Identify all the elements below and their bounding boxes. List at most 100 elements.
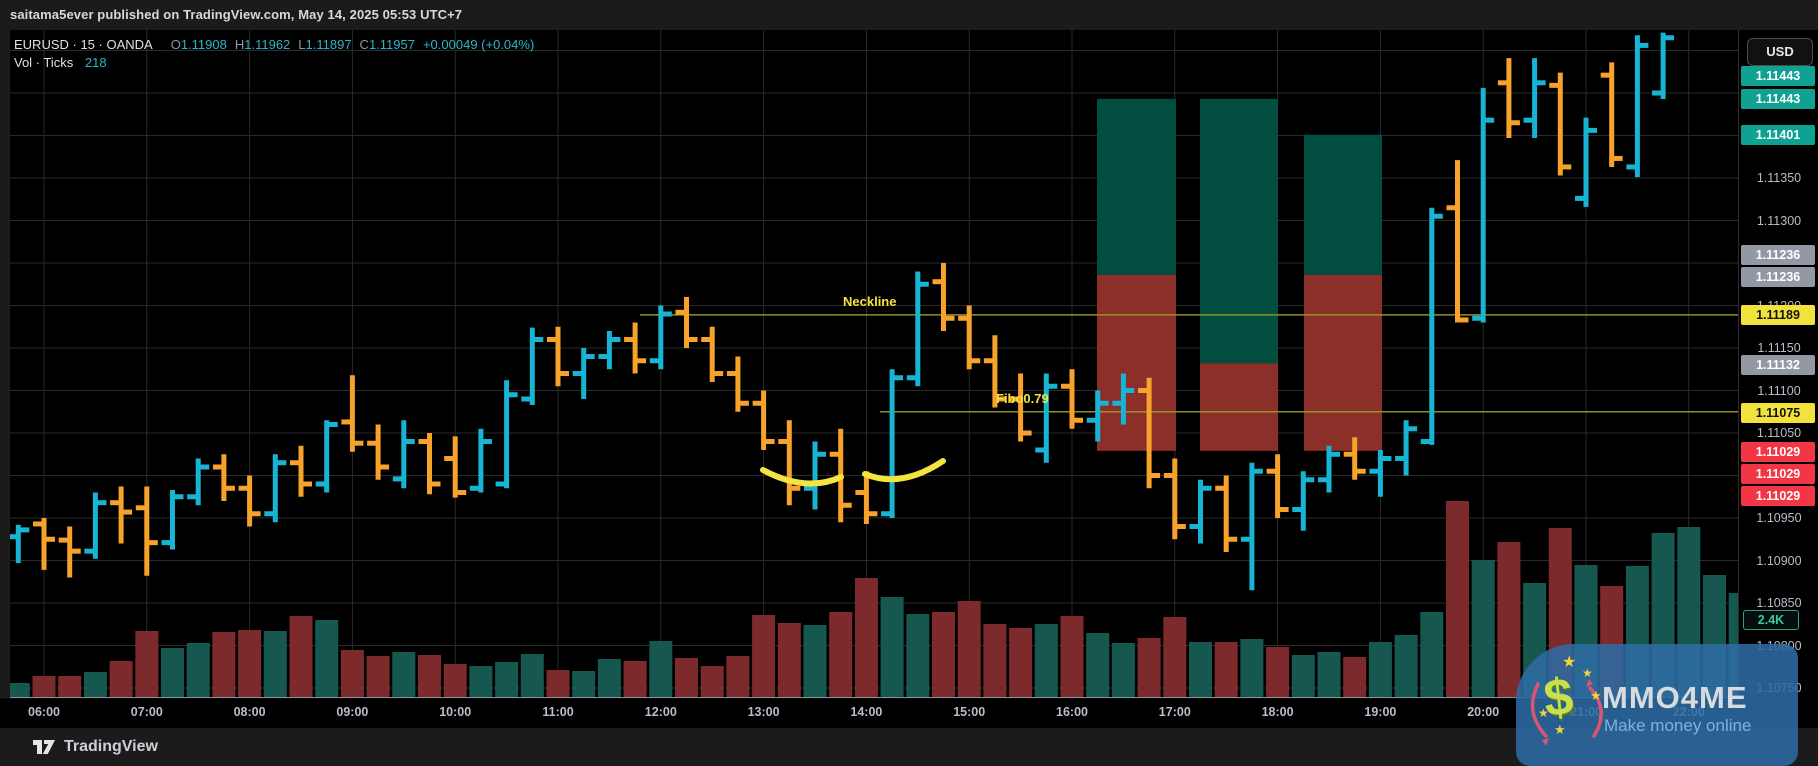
time-label: 12:00 xyxy=(644,705,677,719)
price-badge-gray: 1.11236 xyxy=(1741,267,1815,287)
tradingview-icon xyxy=(33,740,55,754)
plot-area[interactable] xyxy=(7,30,1778,698)
price-badge-teal: 1.11443 xyxy=(1741,66,1815,86)
price-label: 1.11100 xyxy=(1757,383,1801,398)
axis-separator-line xyxy=(10,697,1818,698)
time-label: 16:00 xyxy=(1056,705,1088,719)
time-label: 15:00 xyxy=(953,705,986,719)
volume-bar xyxy=(597,659,621,697)
smile-curve-drawing[interactable] xyxy=(862,458,946,483)
long-position-loss-zone[interactable] xyxy=(1097,274,1176,451)
time-label: 07:00 xyxy=(130,705,163,719)
volume-bar xyxy=(803,625,827,697)
change-value: +0.00049 (+0.04%) xyxy=(422,37,535,52)
ohlc-value: 1.11908 xyxy=(180,37,227,52)
volume-bar xyxy=(932,612,955,697)
volume-bar xyxy=(1291,655,1315,697)
volume-bar xyxy=(983,624,1007,697)
volume-bar xyxy=(469,666,493,697)
volume-bar xyxy=(161,648,184,697)
currency-toggle-button[interactable]: USD xyxy=(1747,38,1813,66)
time-label: 11:00 xyxy=(542,705,574,719)
long-position-loss-zone[interactable] xyxy=(1200,363,1278,451)
volume-indicator-value: 218 xyxy=(84,55,107,70)
time-label: 08:00 xyxy=(233,705,266,719)
volume-bar xyxy=(263,631,287,697)
volume-bar xyxy=(675,658,698,697)
star-icon: ★ xyxy=(1590,688,1602,703)
volume-bar xyxy=(1368,642,1392,697)
volume-bar xyxy=(392,652,416,697)
star-icon: ★ xyxy=(1538,706,1549,720)
volume-bar xyxy=(520,654,544,697)
ohlc-letter: C xyxy=(359,37,369,52)
ohlc-value: 1.11897 xyxy=(305,37,352,52)
volume-bar xyxy=(1214,642,1238,697)
volume-bar xyxy=(1394,635,1418,697)
volume-bar xyxy=(443,664,467,697)
watermark-title: MMO4ME xyxy=(1602,680,1748,715)
bottom-margin xyxy=(0,728,1818,766)
volume-bar xyxy=(726,656,750,697)
volume-bar xyxy=(777,623,801,697)
volume-bar xyxy=(1343,657,1367,697)
volume-bar xyxy=(186,643,210,697)
ohlc-value: 1.11957 xyxy=(368,37,415,52)
price-axis[interactable]: USD 1.113501.113001.112001.111501.111001… xyxy=(1738,30,1818,728)
mmo4me-watermark: ★ ★ ★ ★ ★ $ MMO4ME Make money online xyxy=(1516,644,1798,766)
long-position-profit-zone[interactable] xyxy=(1304,134,1382,275)
volume-bar xyxy=(289,616,313,697)
volume-bar xyxy=(418,655,441,697)
volume-bar xyxy=(315,620,339,697)
volume-bar xyxy=(366,656,390,697)
volume-bar xyxy=(1266,647,1290,697)
volume-bar xyxy=(109,661,133,697)
star-icon: ★ xyxy=(1562,654,1577,671)
volume-bar xyxy=(752,615,776,697)
volume-indicator-label: Vol · Ticks xyxy=(14,55,74,70)
price-label: 1.11300 xyxy=(1756,213,1802,228)
time-label: 18:00 xyxy=(1261,705,1294,719)
ohlc-letter: L xyxy=(298,37,306,52)
price-badge-red: 1.11029 xyxy=(1741,486,1815,506)
volume-bar xyxy=(854,578,878,697)
symbol-title: EURUSD · 15 · OANDA xyxy=(14,37,153,52)
price-label: 1.11150 xyxy=(1757,341,1801,355)
tradingview-logo[interactable]: TradingView xyxy=(32,734,158,760)
volume-bar xyxy=(649,641,673,697)
volume-bar xyxy=(1111,643,1135,697)
price-badge-red: 1.11029 xyxy=(1741,442,1815,462)
publish-title: saitama5ever published on TradingView.co… xyxy=(0,0,1818,30)
left-margin xyxy=(0,30,10,728)
ohlc-value: 1.11962 xyxy=(244,37,291,52)
watermark-arrows-icon xyxy=(1530,679,1603,746)
time-label: 10:00 xyxy=(439,705,472,719)
volume-bar xyxy=(212,632,236,697)
volume-bar xyxy=(546,670,570,697)
volume-bar xyxy=(1034,624,1058,697)
volume-bar xyxy=(700,666,724,697)
price-badge-yellow: 1.11075 xyxy=(1741,403,1815,423)
price-badge-yellow: 1.11189 xyxy=(1741,305,1815,325)
volume-bar xyxy=(10,683,30,697)
volume-bar xyxy=(1497,542,1521,697)
price-label: 1.11050 xyxy=(1756,426,1802,440)
price-badge-teal: 1.11443 xyxy=(1741,89,1815,109)
volume-bar xyxy=(238,630,262,697)
volume-bar xyxy=(1009,628,1033,697)
neckline-label: Neckline xyxy=(843,294,897,309)
time-label: 06:00 xyxy=(28,705,60,719)
volume-bar xyxy=(1189,642,1212,697)
star-icon: ★ xyxy=(1582,666,1593,680)
price-badge-gray: 1.11132 xyxy=(1741,355,1815,375)
long-position-loss-zone[interactable] xyxy=(1304,274,1382,451)
time-axis[interactable]: 06:00 07:00 08:00 09:00 10:00 11:00 12:00 13:00… xyxy=(0,698,1818,728)
volume-bar xyxy=(135,631,159,697)
smile-curve-drawing[interactable] xyxy=(760,467,844,487)
volume-bar xyxy=(1446,501,1469,697)
price-badge-gray: 1.11236 xyxy=(1741,245,1815,265)
long-position-profit-zone[interactable] xyxy=(1097,98,1176,275)
watermark-subtitle: Make money online xyxy=(1604,716,1752,735)
long-position-profit-zone[interactable] xyxy=(1200,98,1278,364)
